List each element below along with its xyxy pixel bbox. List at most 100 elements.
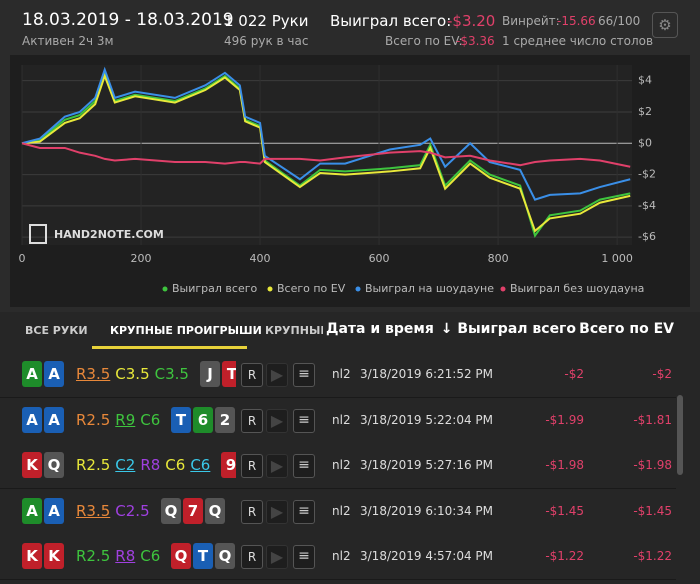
hole-card: Q [44,452,64,478]
action: R2.5 [76,456,111,474]
won-total: -$1.99 [545,412,584,427]
logo-icon [29,224,47,244]
action: R8 [115,547,136,565]
replay-button[interactable]: R [241,363,263,387]
action: C6 [140,410,161,429]
notes-button[interactable]: ≡ [293,545,315,569]
action-line: R2.5 C2 R8 C6 C6 [76,456,215,474]
tab[interactable]: ВСЕ РУКИ [25,324,88,337]
hole-card: A [22,361,42,387]
header [0,0,700,50]
board-card: T [193,543,213,569]
limit: nl2 [332,549,351,563]
hole-card: A [22,497,42,524]
board-card: J [200,361,220,387]
legend-label: Всего по EV [277,282,346,295]
legend-marker [355,286,361,292]
board-card: Q [215,543,235,569]
board: 9 [221,443,236,488]
action: R3.5 [76,365,111,383]
action: C2 [115,456,136,474]
winrate-label: Винрейт: [502,14,560,28]
board-card: 6 [193,406,213,433]
action-line: R2.5 R9 C6 [76,411,165,429]
date-time: 3/18/2019 5:27:16 PM [360,458,494,472]
legend-marker [162,286,168,292]
limit: nl2 [332,503,351,518]
replay-button[interactable]: R [241,499,263,524]
x-tick-label: 1 000 [601,252,633,265]
action: R2.5 [76,410,111,429]
action: C3.5 [154,365,189,383]
hands-table: A A R3.5 C3.5 C3.5 J T R ▶ ≡ nl2 3/18/2019 6:21:52 … [0,352,700,584]
action: C6 [165,456,186,474]
x-tick-label: 400 [250,252,271,265]
replay-button[interactable]: R [241,408,263,433]
legend-label: Выиграл на шоудауне [365,282,494,295]
action-line: R3.5 C2.5 [76,502,155,520]
legend-label: Выиграл всего [172,282,257,295]
won-total: -$1.22 [545,549,584,563]
won-total: -$1.45 [545,503,584,518]
won-ev: -$1.98 [633,458,672,472]
action-line: R2.5 R8 C6 [76,547,165,565]
table-row[interactable]: A A R3.5 C3.5 C3.5 J T R ▶ ≡ nl2 3/18/2019 6:21:52 … [0,352,676,398]
settings-button[interactable]: ⚙ [652,12,678,38]
play-button[interactable]: ▶ [266,363,288,387]
table-row[interactable]: K K R2.5 R8 C6 Q T Q R ▶ ≡ nl2 3/18/2019 4:57:04 PM -… [0,534,676,580]
action: R8 [140,456,161,474]
play-button[interactable]: ▶ [266,408,288,433]
tab[interactable]: КРУПНЫЕ В [265,324,323,337]
notes-button[interactable]: ≡ [293,363,315,387]
board-card: 7 [183,497,203,524]
action: C3.5 [115,365,150,383]
scrollbar[interactable] [677,395,683,475]
board-card: 9 [221,452,236,478]
hole-card: K [22,452,42,478]
column-header[interactable]: Всего по EV [579,321,674,337]
board-card: Q [171,543,191,569]
date-time: 3/18/2019 6:21:52 PM [360,367,494,381]
hole-card: K [22,543,42,569]
y-tick-label: $2 [638,105,652,118]
play-button[interactable]: ▶ [266,454,288,478]
action: R2.5 [76,547,111,565]
notes-button[interactable]: ≡ [293,408,315,433]
x-tick-label: 200 [131,252,152,265]
y-tick-label: $0 [638,136,652,149]
y-tick-label: -$6 [638,230,656,243]
chart: $4 $2 $0 -$2 -$4 -$6 0 200 400 600 800 1 000 HAND2NO… [10,55,690,307]
column-header[interactable]: ↓ Выиграл всего [440,321,576,337]
replay-button[interactable]: R [241,545,263,569]
won-label: Выиграл всего: [330,12,452,30]
table-row[interactable]: A A R3.5 C2.5 Q 7 Q R ▶ ≡ nl2 3/18/2019 6:10:34 PM -… [0,488,676,535]
notes-button[interactable]: ≡ [293,499,315,524]
table-row[interactable]: K Q R2.5 C2 R8 C6 C6 9 R ▶ ≡ nl2 3/18/2019 5:27:16 P… [0,443,676,489]
won-ev: -$1.22 [633,549,672,563]
column-header[interactable]: Дата и время [326,321,434,337]
notes-button[interactable]: ≡ [293,454,315,478]
limit: nl2 [332,367,351,381]
hole-card: A [44,406,64,433]
ev-value: -$3.36 [456,34,495,48]
x-tick-label: 0 [19,252,26,265]
action: R3.5 [76,501,111,520]
date-range: 18.03.2019 - 18.03.2019 [22,10,234,30]
won-total: -$1.98 [545,458,584,472]
won-ev: -$1.45 [633,503,672,518]
winrate-value: -15.66 [557,14,596,28]
limit: nl2 [332,412,351,427]
x-tick-label: 600 [369,252,390,265]
y-tick-label: -$2 [638,168,656,181]
play-button[interactable]: ▶ [266,545,288,569]
play-button[interactable]: ▶ [266,499,288,524]
table-row[interactable]: A A R2.5 R9 C6 T 6 2 R ▶ ≡ nl2 3/18/2019 5:22:04 PM -… [0,397,676,444]
replay-button[interactable]: R [241,454,263,478]
tab[interactable]: КРУПНЫЕ ПРОИГРЫШИ [110,324,262,337]
date-time: 3/18/2019 5:22:04 PM [360,412,494,427]
action: C6 [190,456,211,474]
